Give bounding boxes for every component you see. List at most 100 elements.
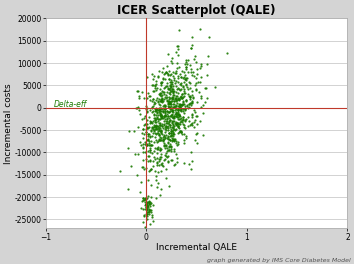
Point (166, 110, 172, 114)
Point (175, 53, 181, 57)
Point (156, 159, 162, 163)
Point (166, 69, 172, 73)
Point (181, 141, 187, 145)
Point (159, 96, 165, 100)
Point (162, 113, 168, 117)
Point (154, 105, 159, 110)
Point (174, 122, 179, 126)
Point (181, 89, 187, 93)
Point (189, 112, 195, 116)
Point (163, 124, 169, 128)
Point (181, 132, 187, 136)
Point (151, 73, 156, 78)
Point (141, 167, 147, 171)
Point (161, 66, 166, 70)
Point (161, 141, 166, 145)
Point (135, 125, 141, 129)
Point (185, 123, 190, 128)
Point (154, 151, 160, 155)
Point (170, 74, 176, 78)
Point (152, 127, 158, 131)
Point (158, 138, 164, 142)
Point (171, 163, 177, 168)
Point (162, 85, 168, 89)
Point (167, 86, 173, 90)
Point (176, 112, 182, 117)
Point (171, 114, 176, 118)
Point (170, 84, 176, 88)
Point (156, 121, 161, 125)
Point (178, 75, 184, 79)
Point (176, 105, 182, 110)
Point (159, 131, 164, 135)
Point (159, 83, 164, 87)
Point (153, 173, 159, 178)
Point (176, 114, 182, 119)
Point (177, 106, 183, 110)
Point (182, 62, 188, 66)
Point (187, 94, 192, 98)
Point (193, 114, 199, 118)
Point (152, 124, 158, 128)
Point (171, 130, 176, 134)
Point (150, 97, 156, 101)
Point (143, 201, 149, 206)
Point (192, 53, 198, 58)
Point (158, 91, 163, 96)
Point (159, 80, 164, 84)
Point (189, 113, 195, 117)
Point (176, 130, 182, 134)
Point (137, 96, 142, 101)
Point (148, 129, 153, 133)
Point (158, 106, 164, 110)
Point (177, 108, 183, 112)
Point (162, 117, 168, 121)
Point (144, 206, 150, 211)
Point (178, 96, 184, 101)
Point (178, 130, 184, 134)
Point (167, 184, 172, 188)
Point (172, 89, 177, 93)
Point (154, 108, 159, 112)
Point (143, 202, 149, 206)
Point (173, 96, 179, 100)
Point (163, 128, 169, 133)
Point (149, 139, 154, 144)
Point (189, 99, 195, 103)
Point (170, 87, 175, 91)
Point (176, 104, 182, 109)
Point (171, 93, 177, 97)
Point (169, 158, 174, 162)
Point (146, 207, 152, 211)
Point (181, 111, 187, 115)
Point (224, 51, 229, 55)
Point (155, 131, 161, 135)
Point (170, 97, 176, 101)
Point (144, 210, 150, 214)
Point (150, 83, 156, 87)
Point (151, 112, 156, 116)
Point (171, 78, 177, 82)
Point (161, 122, 166, 127)
Point (179, 103, 184, 107)
Point (145, 202, 150, 207)
Point (188, 70, 194, 74)
Point (169, 84, 174, 88)
Point (165, 148, 170, 152)
Point (169, 134, 174, 138)
Point (172, 81, 178, 85)
Point (144, 204, 150, 208)
Point (156, 132, 162, 136)
Point (153, 138, 159, 143)
Point (141, 142, 146, 146)
Point (157, 128, 162, 132)
Point (146, 94, 152, 98)
Point (155, 161, 160, 165)
Point (146, 199, 152, 204)
Point (179, 96, 185, 100)
Point (180, 107, 185, 111)
Point (198, 64, 204, 68)
Point (159, 124, 165, 129)
Point (164, 124, 169, 128)
Point (169, 82, 174, 87)
